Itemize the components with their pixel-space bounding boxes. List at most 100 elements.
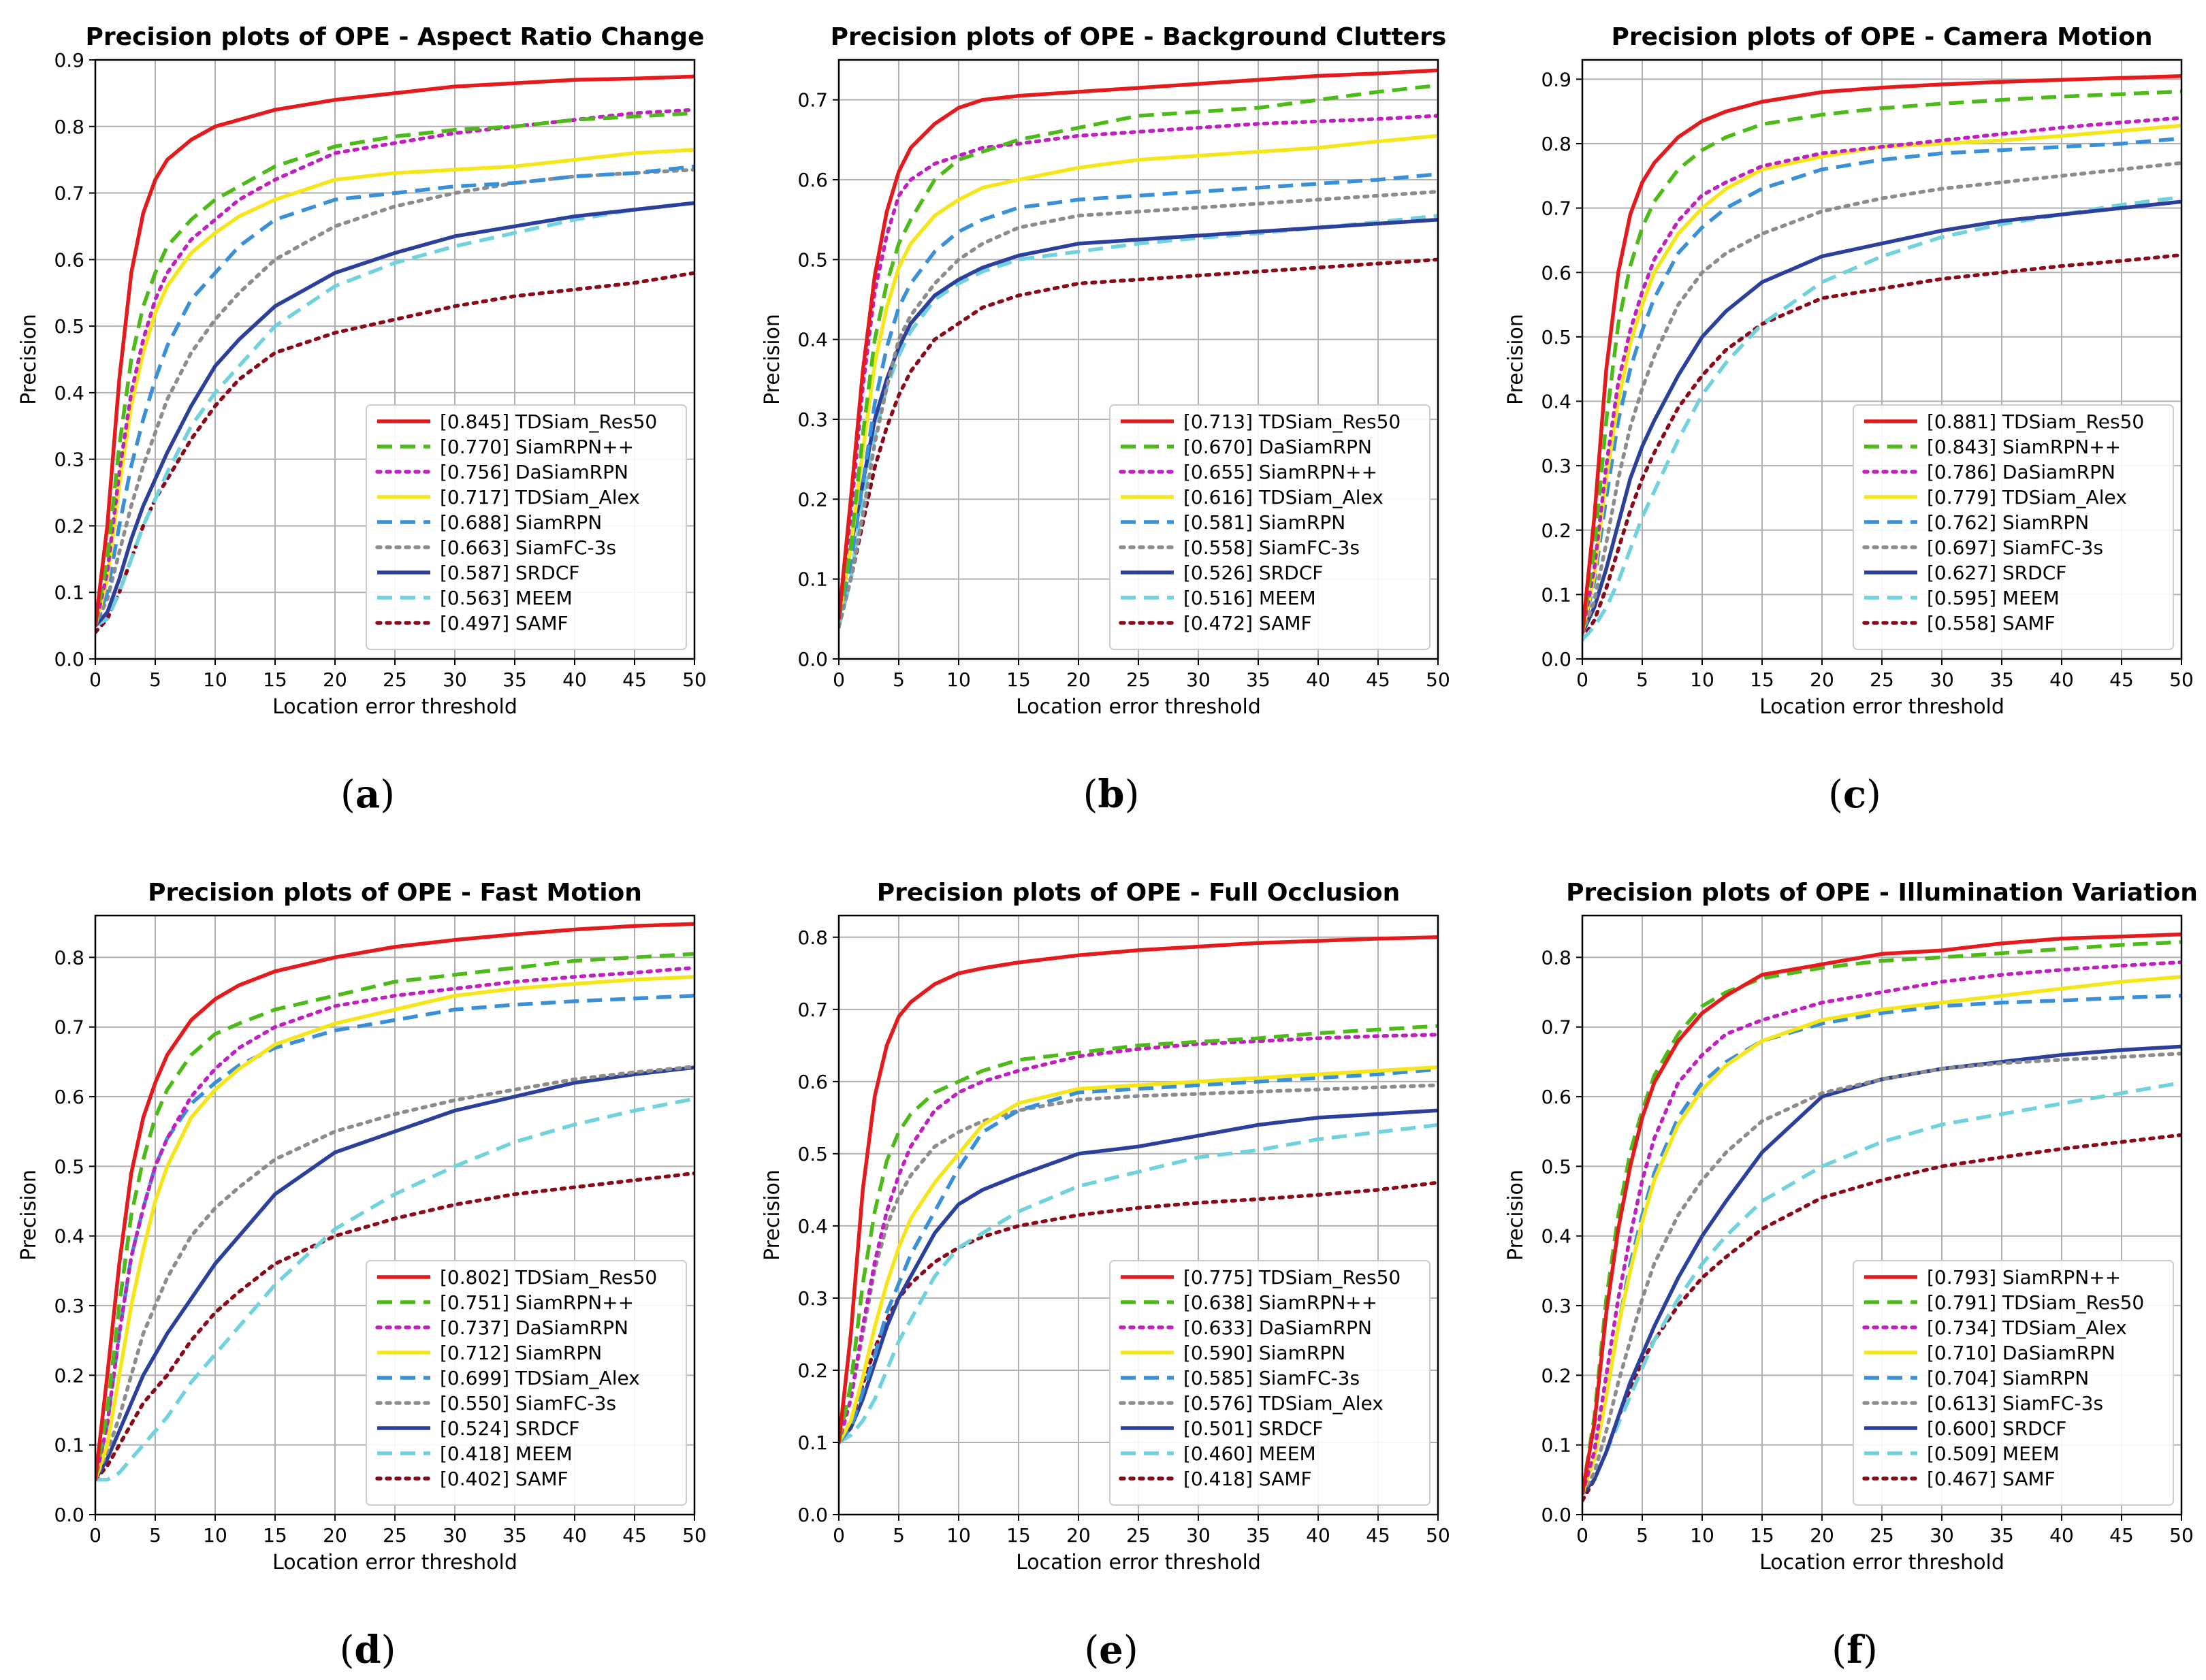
y-tick-label: 0.1 (1541, 583, 1571, 606)
series-line-5 (1582, 161, 2181, 635)
x-axis-label: Location error threshold (1759, 695, 2004, 719)
x-tick-label: 25 (1126, 1524, 1151, 1547)
y-tick-label: 0.0 (54, 1504, 84, 1526)
series-line-3 (95, 148, 694, 626)
legend-entry: [0.526] SRDCF (1183, 562, 1323, 584)
y-axis-label: Precision (761, 1169, 784, 1261)
x-tick-label: 15 (263, 1524, 287, 1547)
x-tick-label: 45 (1366, 668, 1390, 691)
y-tick-label: 0.8 (797, 926, 828, 949)
legend-entry: [0.881] TDSiam_Res50 (1927, 410, 2144, 433)
legend-entry: [0.697] SiamFC-3s (1927, 536, 2103, 559)
x-tick-label: 35 (502, 668, 527, 691)
y-tick-label: 0.8 (54, 116, 84, 138)
x-tick-label: 30 (1186, 1524, 1211, 1547)
y-tick-label: 0.0 (54, 648, 84, 671)
x-tick-label: 10 (946, 668, 971, 691)
x-tick-label: 40 (2049, 1524, 2074, 1547)
legend-entry: [0.585] SiamFC-3s (1183, 1367, 1360, 1389)
series-line-6 (95, 201, 694, 627)
series-line-8 (839, 257, 1438, 629)
series-lines (839, 68, 1438, 629)
y-axis-label: Precision (761, 314, 784, 405)
x-tick-label: 45 (622, 668, 647, 691)
y-axis-label: Precision (1504, 314, 1528, 405)
y-tick-label: 0.0 (1541, 648, 1571, 671)
y-tick-label: 0.1 (54, 1434, 84, 1457)
legend-entry: [0.791] TDSiam_Res50 (1927, 1291, 2144, 1314)
panel-label: (d) (340, 1628, 396, 1673)
y-tick-label: 0.7 (1541, 197, 1571, 220)
series-line-5 (95, 167, 694, 628)
series-line-7 (1582, 1080, 2181, 1496)
legend-entry: [0.633] DaSiamRPN (1183, 1316, 1372, 1339)
legend-entry: [0.775] TDSiam_Res50 (1183, 1266, 1401, 1289)
x-axis-label: Location error threshold (1016, 1551, 1261, 1574)
series-line-2 (839, 1033, 1438, 1444)
legend: [0.802] TDSiam_Res50[0.751] SiamRPN++[0.… (366, 1260, 687, 1506)
x-tick-label: 25 (383, 1524, 407, 1547)
y-tick-label: 0.3 (1541, 1295, 1571, 1317)
y-tick-label: 0.7 (797, 999, 828, 1021)
series-line-1 (95, 111, 694, 626)
x-tick-label: 50 (2169, 1524, 2194, 1547)
x-tick-label: 35 (1989, 668, 2014, 691)
x-tick-label: 5 (1636, 1524, 1648, 1547)
legend-entry: [0.793] SiamRPN++ (1927, 1266, 2121, 1289)
y-tick-label: 0.4 (54, 1225, 84, 1248)
x-tick-label: 0 (89, 668, 101, 691)
legend-entry: [0.717] TDSiam_Alex (440, 486, 640, 508)
x-tick-label: 20 (1066, 668, 1091, 691)
series-lines (839, 935, 1438, 1444)
legend-box (1853, 1260, 2174, 1506)
series-line-3 (839, 133, 1438, 619)
x-tick-label: 25 (383, 668, 407, 691)
legend-entry: [0.550] SiamFC-3s (440, 1392, 616, 1415)
y-tick-label: 0.5 (54, 315, 84, 338)
x-axis-label: Location error threshold (1016, 695, 1261, 719)
legend-entry: [0.786] DaSiamRPN (1927, 461, 2115, 483)
panel-label: (b) (1083, 772, 1140, 817)
x-tick-label: 25 (1870, 1524, 1894, 1547)
legend-entry: [0.509] MEEM (1927, 1442, 2060, 1465)
x-tick-label: 30 (1930, 668, 1954, 691)
x-tick-label: 20 (1066, 1524, 1091, 1547)
x-tick-label: 40 (2049, 668, 2074, 691)
plot-title: Precision plots of OPE - Full Occlusion (877, 879, 1400, 907)
legend-entry: [0.616] TDSiam_Alex (1183, 486, 1384, 508)
y-tick-label: 0.2 (54, 515, 84, 537)
legend-entry: [0.713] TDSiam_Res50 (1183, 410, 1401, 433)
y-tick-label: 0.7 (797, 89, 828, 112)
x-tick-label: 5 (149, 668, 161, 691)
x-axis-label: Location error threshold (272, 1551, 517, 1574)
y-tick-label: 0.4 (54, 382, 84, 404)
x-tick-label: 10 (1690, 668, 1714, 691)
y-tick-label: 0.0 (1541, 1504, 1571, 1526)
series-line-1 (95, 952, 694, 1481)
y-tick-label: 0.5 (797, 1143, 828, 1165)
series-line-2 (1582, 116, 2181, 635)
y-tick-label: 0.2 (1541, 1364, 1571, 1387)
x-tick-label: 15 (1006, 1524, 1031, 1547)
legend-entry: [0.704] SiamRPN (1927, 1367, 2089, 1389)
legend-entry: [0.710] DaSiamRPN (1927, 1342, 2115, 1364)
legend: [0.881] TDSiam_Res50 [0.843] SiamRPN++ [0.… (1853, 404, 2174, 650)
legend-entry: [0.467] SAMF (1927, 1468, 2056, 1490)
series-line-7 (95, 201, 694, 628)
series-lines (1582, 74, 2181, 642)
series-line-3 (839, 1065, 1438, 1444)
y-tick-label: 0.7 (1541, 1016, 1571, 1039)
legend-box (366, 1260, 687, 1506)
series-line-2 (839, 114, 1438, 621)
x-tick-label: 25 (1870, 668, 1894, 691)
y-tick-label: 0.2 (1541, 519, 1571, 542)
legend: [0.793] SiamRPN++[0.791] TDSiam_Res50 [0.… (1853, 1260, 2174, 1506)
x-tick-label: 10 (203, 1524, 227, 1547)
legend-entry: [0.590] SiamRPN (1183, 1342, 1345, 1364)
y-axis-label: Precision (17, 314, 41, 405)
series-line-5 (839, 189, 1438, 629)
x-tick-label: 10 (946, 1524, 971, 1547)
y-tick-label: 0.3 (797, 408, 828, 431)
legend-entry: [0.670] DaSiamRPN (1183, 436, 1372, 458)
x-tick-label: 20 (323, 668, 347, 691)
